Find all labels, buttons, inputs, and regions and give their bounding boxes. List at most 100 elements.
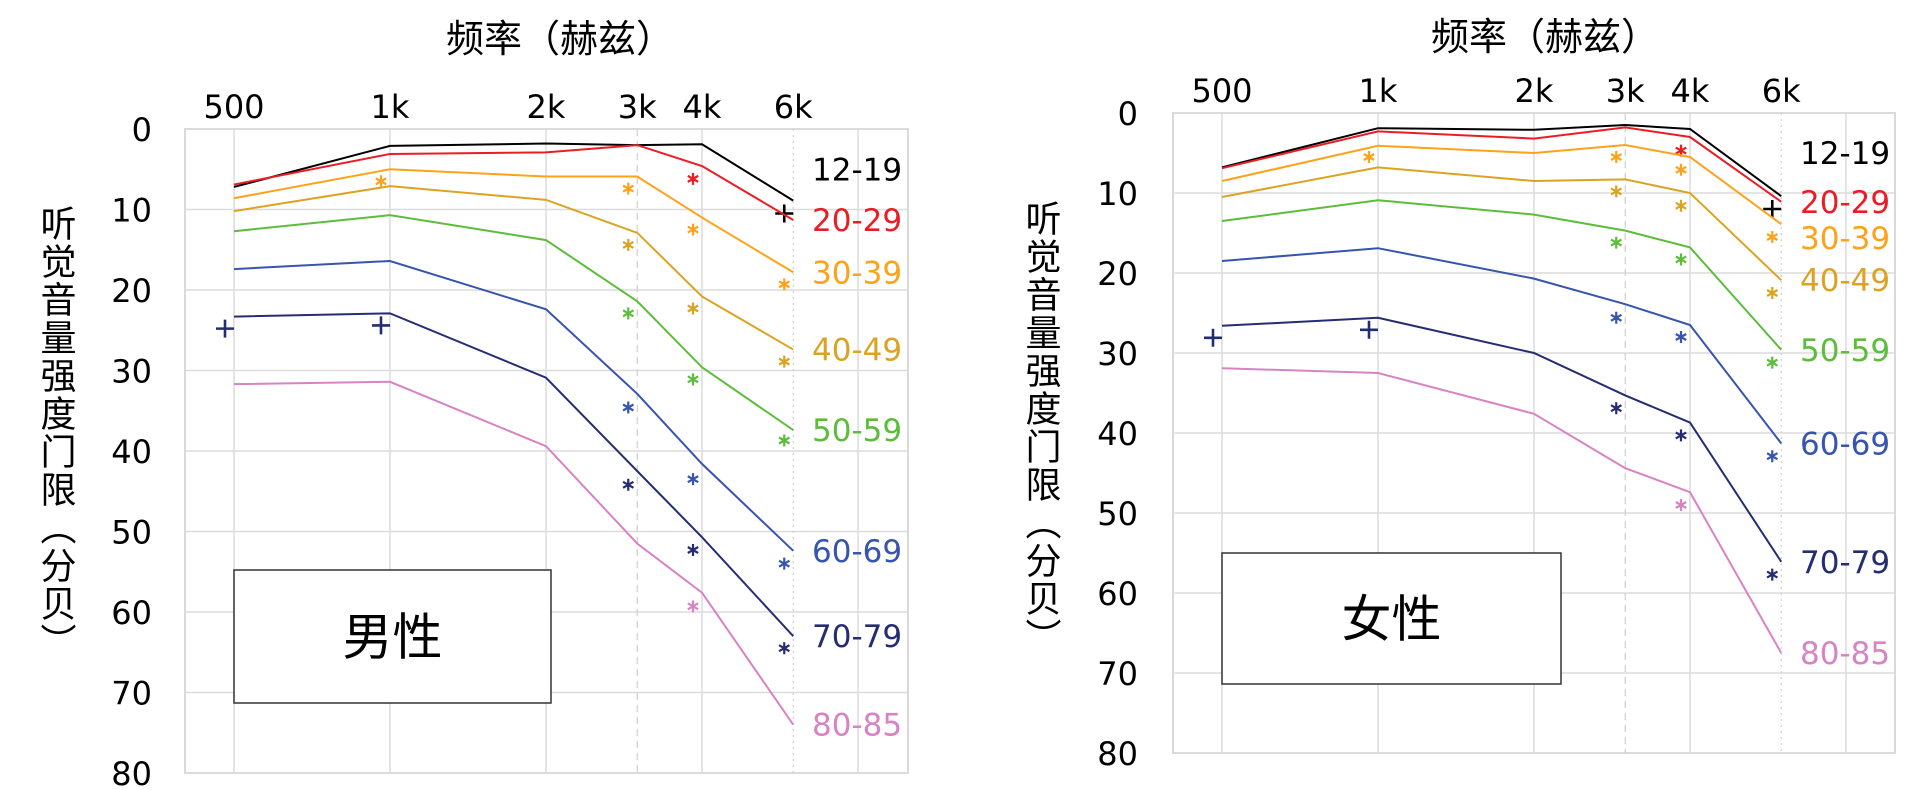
asterisk-marker-icon xyxy=(1675,199,1687,212)
y-tick-label: 20 xyxy=(1097,255,1138,293)
series-label: 50-59 xyxy=(1800,333,1890,369)
plus-marker-icon xyxy=(1763,200,1782,218)
y-tick-label: 30 xyxy=(1097,335,1138,373)
asterisk-marker-icon xyxy=(687,172,699,185)
y-tick-label: 60 xyxy=(111,594,152,632)
series-line-50-59 xyxy=(233,214,794,431)
y-tick-label: 80 xyxy=(111,755,152,790)
series-line-12-19 xyxy=(1221,123,1782,198)
asterisk-marker-icon xyxy=(1675,253,1687,266)
asterisk-marker-icon xyxy=(1675,429,1687,442)
asterisk-marker-icon xyxy=(778,355,791,368)
series-line-60-69 xyxy=(1221,247,1783,445)
asterisk-marker-icon xyxy=(1766,450,1779,463)
y-tick-label: 30 xyxy=(111,353,152,391)
series-line-12-19 xyxy=(233,142,794,202)
asterisk-marker-icon xyxy=(1766,356,1779,369)
x-tick-label: 4k xyxy=(1671,72,1710,110)
asterisk-marker-icon xyxy=(1675,499,1687,511)
series-line-30-39 xyxy=(233,168,794,274)
asterisk-marker-icon xyxy=(622,238,635,251)
series-line-20-29 xyxy=(1221,126,1782,203)
y-tick-label: 10 xyxy=(111,192,152,230)
chart-panel-0: 0 10 20 30 40 50 60 70 80 500 1k 2k 3k 4k 6k 频率（赫兹） 听觉音量… xyxy=(35,17,909,790)
asterisk-marker-icon xyxy=(1610,402,1623,415)
series-label: 20-29 xyxy=(1800,185,1890,221)
series-label: 50-59 xyxy=(812,413,902,449)
y-tick-label: 50 xyxy=(1097,495,1138,533)
series-line-40-49 xyxy=(1221,166,1782,281)
asterisk-marker-icon xyxy=(1766,568,1779,581)
x-tick-label: 4k xyxy=(683,88,722,126)
series-label: 40-49 xyxy=(812,333,902,369)
y-tick-label: 20 xyxy=(111,272,152,310)
asterisk-marker-icon xyxy=(1675,163,1687,176)
asterisk-marker-icon xyxy=(687,302,699,315)
asterisk-marker-icon xyxy=(778,642,791,655)
asterisk-marker-icon xyxy=(778,434,791,447)
series-line-60-69 xyxy=(233,260,794,552)
x-tick-label: 3k xyxy=(1606,72,1645,110)
asterisk-marker-icon xyxy=(1610,185,1623,198)
asterisk-marker-icon xyxy=(622,478,635,491)
asterisk-marker-icon xyxy=(778,557,791,570)
plus-marker-icon xyxy=(1360,320,1378,339)
series-label: 80-85 xyxy=(812,708,902,744)
series-line-30-39 xyxy=(1221,143,1782,226)
series-label: 40-49 xyxy=(1800,263,1890,299)
y-tick-label: 40 xyxy=(1097,415,1138,453)
series-label: 30-39 xyxy=(812,255,902,291)
series-label: 20-29 xyxy=(812,203,902,239)
y-tick-label: 70 xyxy=(111,675,152,713)
chart-panel-1: 0 10 20 30 40 50 60 70 80 500 1k 2k 3k 4k 6k 频率（赫兹） 听觉音量… xyxy=(1020,15,1896,773)
gender-label: 男性 xyxy=(343,609,443,667)
series-line-70-79 xyxy=(233,312,794,637)
plus-marker-icon xyxy=(1204,328,1222,347)
series-line-80-85 xyxy=(233,380,795,726)
asterisk-marker-icon xyxy=(1766,231,1779,243)
x-tick-label: 500 xyxy=(1191,72,1252,110)
series-label: 12-19 xyxy=(1800,136,1890,172)
asterisk-marker-icon xyxy=(1363,151,1375,163)
series-line-80-85 xyxy=(1221,367,1783,654)
y-tick-label: 60 xyxy=(1097,575,1138,613)
x-tick-label: 3k xyxy=(618,88,657,126)
y-tick-label: 70 xyxy=(1097,655,1138,693)
asterisk-marker-icon xyxy=(1610,236,1623,249)
y-tick-label: 10 xyxy=(1097,175,1138,213)
x-tick-label: 2k xyxy=(1515,72,1554,110)
series-line-40-49 xyxy=(233,185,794,351)
x-tick-label: 6k xyxy=(1762,72,1801,110)
gender-box xyxy=(1221,552,1562,685)
x-axis-title: 频率（赫兹） xyxy=(1431,15,1659,59)
asterisk-marker-icon xyxy=(1675,331,1687,343)
x-axis-title: 频率（赫兹） xyxy=(446,17,674,61)
asterisk-marker-icon xyxy=(687,473,699,486)
asterisk-marker-icon xyxy=(687,543,699,556)
x-tick-label: 1k xyxy=(1359,72,1398,110)
y-tick-label: 0 xyxy=(1118,95,1138,133)
y-axis-title: 听觉音量强度门限（分贝） xyxy=(35,205,77,661)
asterisk-marker-icon xyxy=(687,223,699,236)
series-line-70-79 xyxy=(1221,316,1783,563)
asterisk-marker-icon xyxy=(1610,151,1623,163)
series-line-50-59 xyxy=(1221,199,1783,351)
y-tick-label: 80 xyxy=(1097,735,1138,773)
y-tick-label: 0 xyxy=(132,111,152,149)
plus-marker-icon xyxy=(372,316,390,335)
x-tick-label: 6k xyxy=(774,88,813,126)
y-tick-label: 40 xyxy=(111,433,152,471)
asterisk-marker-icon xyxy=(622,182,635,195)
series-label: 70-79 xyxy=(1800,545,1890,581)
series-label: 80-85 xyxy=(1800,636,1890,672)
asterisk-marker-icon xyxy=(687,600,699,613)
asterisk-marker-icon xyxy=(622,307,635,320)
series-label: 60-69 xyxy=(1800,426,1890,462)
series-label: 12-19 xyxy=(812,152,902,188)
gender-label: 女性 xyxy=(1342,591,1442,649)
series-line-20-29 xyxy=(233,144,794,221)
x-tick-label: 1k xyxy=(371,88,410,126)
y-axis-title: 听觉音量强度门限（分贝） xyxy=(1020,200,1062,656)
x-tick-label: 500 xyxy=(203,88,264,126)
